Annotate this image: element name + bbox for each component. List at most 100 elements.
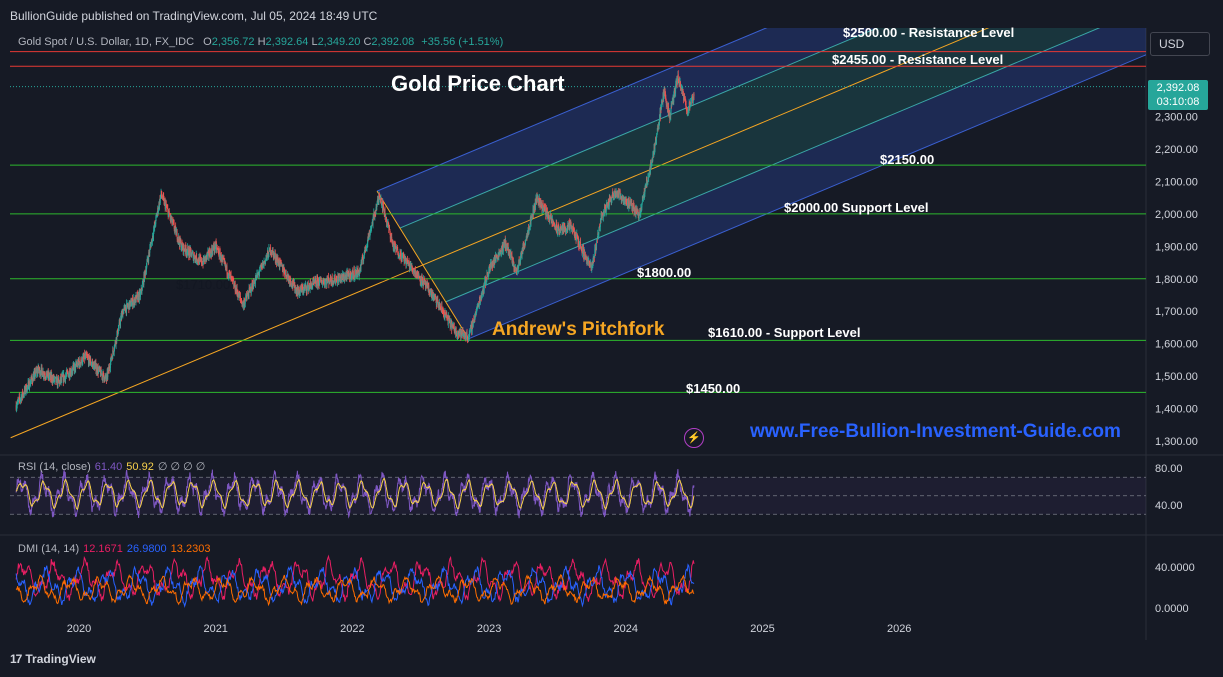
candle-body bbox=[118, 322, 120, 328]
last-price-tag: 2,392.08 03:10:08 bbox=[1148, 80, 1208, 110]
candle-body bbox=[337, 278, 338, 283]
high-value: 2,392.64 bbox=[265, 36, 309, 48]
candle-body bbox=[78, 359, 80, 363]
last-price: 2,392.08 bbox=[1156, 82, 1200, 94]
candle-body bbox=[181, 242, 183, 248]
candle-body bbox=[89, 361, 91, 364]
level-label: $2500.00 - Resistance Level bbox=[843, 25, 1014, 40]
candle-body bbox=[414, 269, 416, 276]
tradingview-brand: TradingView bbox=[25, 652, 96, 666]
candle-body bbox=[565, 227, 566, 233]
candle-body bbox=[40, 367, 42, 376]
candle-body bbox=[573, 226, 574, 230]
candle-body bbox=[496, 256, 498, 258]
candle-body bbox=[355, 271, 356, 276]
dmi-tick: 0.0000 bbox=[1155, 603, 1189, 615]
candle-body bbox=[319, 278, 321, 280]
candle-body bbox=[627, 201, 629, 207]
close-label: C bbox=[363, 36, 372, 48]
candle-body bbox=[89, 356, 90, 364]
candle-body bbox=[193, 255, 195, 259]
adx-line bbox=[15, 573, 695, 607]
candle-body bbox=[560, 228, 562, 232]
candle-body bbox=[149, 247, 151, 253]
candle-body bbox=[68, 374, 69, 377]
candle-body bbox=[116, 333, 118, 341]
candle-body bbox=[323, 280, 325, 286]
low-value: 2,349.20 bbox=[317, 36, 361, 48]
rsi-value: 61.40 bbox=[94, 461, 123, 473]
candle-body bbox=[41, 367, 43, 372]
candle-body bbox=[349, 275, 351, 280]
candle-body bbox=[219, 252, 221, 260]
candle-body bbox=[196, 254, 198, 262]
candle-body bbox=[604, 206, 605, 214]
candle-body bbox=[495, 256, 497, 260]
candle-body bbox=[124, 306, 126, 311]
rsi-tick: 80.00 bbox=[1155, 463, 1183, 475]
symbol-legend: Gold Spot / U.S. Dollar, 1D, FX_IDC O2,3… bbox=[18, 36, 503, 48]
candle-body bbox=[168, 212, 169, 217]
candle-body bbox=[95, 370, 97, 372]
candle-body bbox=[17, 399, 19, 404]
candle-body bbox=[654, 144, 656, 150]
candle-body bbox=[299, 289, 301, 293]
currency-button[interactable]: USD bbox=[1150, 32, 1210, 56]
rsi-extra-values: ∅ ∅ ∅ ∅ bbox=[157, 461, 206, 473]
candle-body bbox=[504, 245, 505, 247]
candle-body bbox=[167, 208, 169, 210]
time-tick: 2024 bbox=[614, 623, 638, 635]
candle-body bbox=[516, 266, 518, 275]
candle-body bbox=[371, 225, 372, 229]
rsi-legend: RSI (14, close) 61.40 50.92 ∅ ∅ ∅ ∅ bbox=[18, 460, 205, 473]
candle-body bbox=[489, 264, 491, 270]
candle-body bbox=[596, 241, 598, 247]
candle-body bbox=[253, 280, 254, 289]
candle-body bbox=[368, 232, 370, 240]
price-tick: 1,500.00 bbox=[1155, 371, 1198, 383]
candle-body bbox=[400, 252, 402, 260]
candle-body bbox=[79, 358, 81, 364]
candle-body bbox=[549, 218, 551, 222]
open-label: O bbox=[203, 36, 212, 48]
candle-body bbox=[624, 200, 626, 202]
candle-body bbox=[305, 286, 307, 292]
candle-body bbox=[140, 292, 141, 297]
candle-body bbox=[75, 363, 77, 370]
lightning-icon[interactable]: ⚡ bbox=[684, 428, 704, 448]
candles bbox=[15, 70, 695, 413]
candle-body bbox=[112, 350, 114, 352]
candle-body bbox=[250, 291, 252, 293]
change-value: +35.56 (+1.51%) bbox=[421, 36, 504, 48]
candle-body bbox=[411, 266, 413, 271]
tradingview-logo[interactable]: 17 TradingView bbox=[10, 652, 96, 666]
candle-body bbox=[447, 316, 449, 324]
candle-body bbox=[131, 305, 132, 307]
candle-body bbox=[581, 246, 583, 250]
candle-body bbox=[374, 212, 376, 214]
candle-body bbox=[576, 233, 578, 235]
candle-body bbox=[614, 191, 616, 197]
candle-body bbox=[117, 330, 119, 336]
candle-body bbox=[96, 366, 98, 373]
candle-body bbox=[394, 244, 396, 250]
candle-body bbox=[278, 260, 280, 266]
candle-body bbox=[441, 307, 443, 311]
candle-body bbox=[259, 271, 260, 274]
pitchfork-median-line bbox=[10, 28, 990, 439]
candle-body bbox=[272, 250, 274, 253]
rsi-label: RSI (14, close) bbox=[18, 461, 91, 473]
candle-body bbox=[212, 248, 214, 254]
candle-body bbox=[82, 357, 84, 363]
candle-body bbox=[193, 256, 195, 260]
candle-body bbox=[483, 283, 485, 291]
candle-body bbox=[236, 287, 238, 293]
candle-body bbox=[611, 197, 613, 200]
candle-body bbox=[234, 282, 236, 292]
candle-body bbox=[114, 344, 116, 350]
candle-body bbox=[578, 239, 580, 246]
candle-body bbox=[659, 114, 660, 124]
candle-body bbox=[90, 358, 92, 364]
candle-body bbox=[298, 286, 300, 292]
